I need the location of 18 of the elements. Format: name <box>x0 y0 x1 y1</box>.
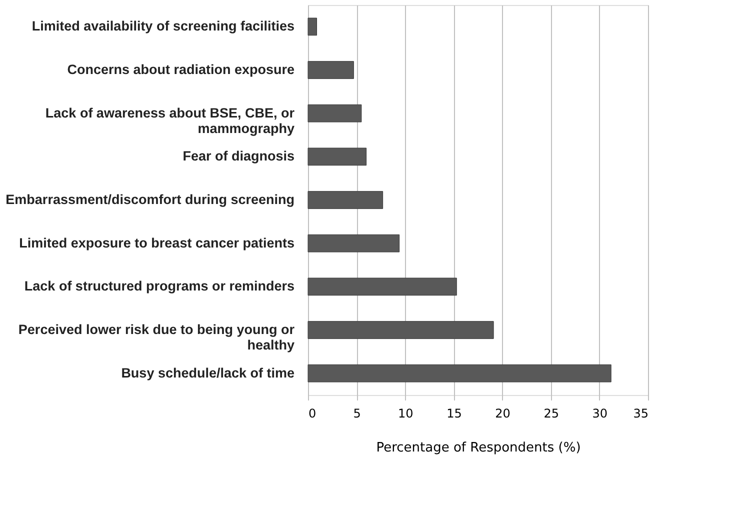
x-tick-label: 15 <box>446 406 462 420</box>
y-tick-label: Busy schedule/lack of time <box>121 365 295 380</box>
y-tick-label: Perceived lower risk due to being young or healthy <box>18 322 296 352</box>
y-tick-label: Fear of diagnosis <box>182 148 294 164</box>
y-tick-label: Lack of awareness about BSE, CBE, or mammography <box>45 105 296 136</box>
x-tick-label: 0 <box>308 406 316 420</box>
x-axis-title: Percentage of Respondents (%) <box>376 440 581 456</box>
x-tick-label: 25 <box>544 406 559 420</box>
x-tick-label: 5 <box>353 406 361 420</box>
x-tick-label: 20 <box>495 406 510 420</box>
y-tick-label: Limited availability of screening facilities <box>32 18 294 34</box>
y-tick-label: Embarrassment/discomfort during screening <box>6 192 294 207</box>
x-tick-label: 10 <box>398 406 414 420</box>
x-tick-label: 30 <box>592 406 608 420</box>
y-tick-label: Lack of structured programs or reminders <box>24 278 294 294</box>
y-tick-label: Limited exposure to breast cancer patients <box>19 235 294 250</box>
x-tick-label: 35 <box>633 406 648 420</box>
y-tick-label: Concerns about radiation exposure <box>67 62 295 77</box>
